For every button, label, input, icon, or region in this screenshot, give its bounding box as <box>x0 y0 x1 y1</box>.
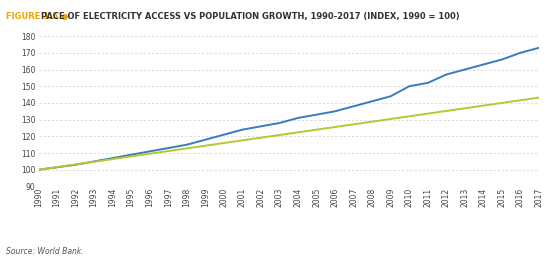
Population with access to electricity <box>461 68 468 71</box>
Population with access to electricity <box>276 121 283 125</box>
Total population <box>109 157 116 161</box>
Total population <box>517 99 524 102</box>
Total population <box>72 163 79 166</box>
Total population <box>387 117 394 120</box>
Population with access to electricity <box>184 143 190 146</box>
Total population <box>35 168 42 171</box>
Population with access to electricity <box>295 116 301 119</box>
Population with access to electricity <box>406 85 412 88</box>
Total population <box>184 147 190 150</box>
Population with access to electricity <box>257 125 264 128</box>
Population with access to electricity <box>369 100 376 103</box>
Total population <box>350 123 357 126</box>
Population with access to electricity <box>443 73 449 76</box>
Line: Total population: Total population <box>39 98 539 170</box>
Population with access to electricity <box>536 46 542 49</box>
Population with access to electricity <box>350 105 357 108</box>
Total population <box>406 115 412 118</box>
Population with access to electricity <box>314 113 320 116</box>
Total population <box>202 144 208 147</box>
Total population <box>499 101 505 104</box>
Total population <box>369 120 376 123</box>
Population with access to electricity <box>387 95 394 98</box>
Population with access to electricity <box>72 163 79 166</box>
Population with access to electricity <box>165 147 172 150</box>
Population with access to electricity <box>35 168 42 171</box>
Population with access to electricity <box>221 133 227 136</box>
Total population <box>146 152 153 155</box>
Total population <box>128 155 135 158</box>
Population with access to electricity <box>239 128 246 131</box>
Text: FIGURE 1.5 ●: FIGURE 1.5 ● <box>6 12 71 21</box>
Total population <box>295 131 301 134</box>
Population with access to electricity <box>499 58 505 61</box>
Total population <box>54 166 60 169</box>
Population with access to electricity <box>425 81 431 84</box>
Population with access to electricity <box>128 153 135 156</box>
Total population <box>221 141 227 145</box>
Total population <box>443 109 449 112</box>
Total population <box>165 149 172 153</box>
Line: Population with access to electricity: Population with access to electricity <box>39 48 539 170</box>
Population with access to electricity <box>517 51 524 54</box>
Total population <box>536 96 542 99</box>
Population with access to electricity <box>54 166 60 169</box>
Total population <box>91 160 97 163</box>
Total population <box>461 107 468 110</box>
Population with access to electricity <box>91 160 97 163</box>
Total population <box>332 125 338 128</box>
Population with access to electricity <box>480 63 487 66</box>
Total population <box>480 104 487 107</box>
Population with access to electricity <box>202 138 208 141</box>
Population with access to electricity <box>109 156 116 160</box>
Text: Source: World Bank.: Source: World Bank. <box>6 247 83 256</box>
Total population <box>276 133 283 136</box>
Text: PACE OF ELECTRICITY ACCESS VS POPULATION GROWTH, 1990-2017 (INDEX, 1990 = 100): PACE OF ELECTRICITY ACCESS VS POPULATION… <box>41 12 460 21</box>
Total population <box>239 139 246 142</box>
Total population <box>425 112 431 115</box>
Total population <box>257 136 264 139</box>
Population with access to electricity <box>332 110 338 113</box>
Total population <box>314 128 320 131</box>
Population with access to electricity <box>146 150 153 153</box>
